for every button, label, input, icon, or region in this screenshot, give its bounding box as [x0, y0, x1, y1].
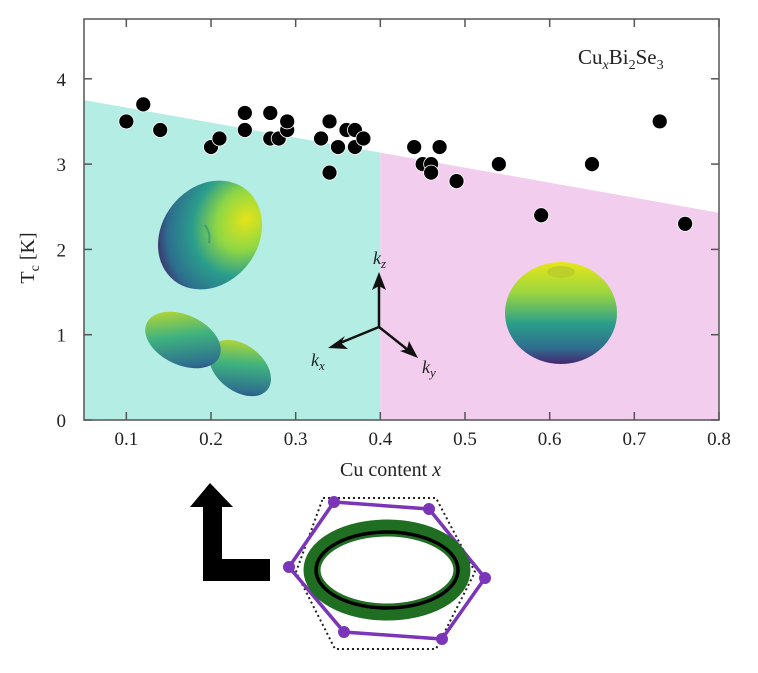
data-point [584, 156, 600, 173]
compound-label: CuxBi2Se3 [578, 45, 664, 73]
x-tick-label: 0.6 [538, 429, 562, 450]
data-point [677, 215, 694, 232]
data-point [152, 122, 169, 138]
data-point [321, 164, 338, 181]
ky-label: ky [422, 357, 436, 380]
data-point [236, 105, 253, 121]
data-point [406, 139, 423, 155]
data-point [118, 113, 135, 130]
y-tick-labels: 0 1 2 3 4 [57, 70, 67, 432]
data-point [651, 113, 668, 130]
kx-label: kx [311, 350, 325, 373]
data-point [236, 122, 253, 138]
elongated-ellipsoid-gap-icon [157, 180, 263, 290]
y-tick-label: 1 [57, 326, 67, 347]
y-ticks [84, 78, 719, 421]
donut-gap-icon [505, 262, 617, 364]
data-point [321, 113, 338, 130]
x-ticks [125, 19, 720, 420]
data-point [135, 96, 152, 113]
data-point [423, 164, 440, 181]
data-point [211, 130, 228, 147]
x-tick-label: 0.1 [114, 429, 138, 450]
data-point [279, 113, 296, 130]
x-axis-label: Cu content x [340, 459, 441, 481]
data-point [431, 139, 448, 155]
gap-band [303, 519, 471, 621]
x-tick-label: 0.3 [284, 429, 308, 450]
l-arrow-icon [190, 483, 270, 581]
data-point [313, 130, 329, 147]
x-tick-label: 0.2 [199, 429, 223, 450]
plot-frame [83, 18, 720, 421]
x-tick-label: 0.7 [622, 429, 646, 450]
data-point [490, 156, 507, 173]
gap-shape-insets [145, 180, 617, 397]
data-point [448, 173, 465, 190]
two-lobe-gap-icon [145, 311, 272, 397]
fermi-contour [314, 530, 460, 610]
data-points [118, 96, 694, 232]
y-tick-label: 3 [57, 155, 67, 176]
fermi-surface-diagram [283, 496, 491, 650]
dotted-hexagon [294, 497, 477, 650]
y-axis-label: Tc [K] [17, 232, 43, 283]
kz-label: kz [373, 248, 386, 271]
x-tick-labels: 0.1 0.2 0.3 0.4 0.5 0.6 0.7 0.8 [114, 429, 730, 450]
data-point [355, 130, 372, 147]
y-tick-label: 2 [57, 240, 67, 261]
data-point [262, 105, 279, 121]
x-tick-label: 0.5 [453, 429, 477, 450]
data-point [533, 207, 550, 224]
x-tick-label: 0.4 [368, 429, 392, 450]
k-axes-icon [328, 272, 418, 358]
x-tick-label: 0.8 [707, 429, 731, 450]
y-tick-label: 4 [57, 70, 67, 91]
data-point [330, 139, 346, 155]
y-tick-label: 0 [57, 411, 67, 432]
